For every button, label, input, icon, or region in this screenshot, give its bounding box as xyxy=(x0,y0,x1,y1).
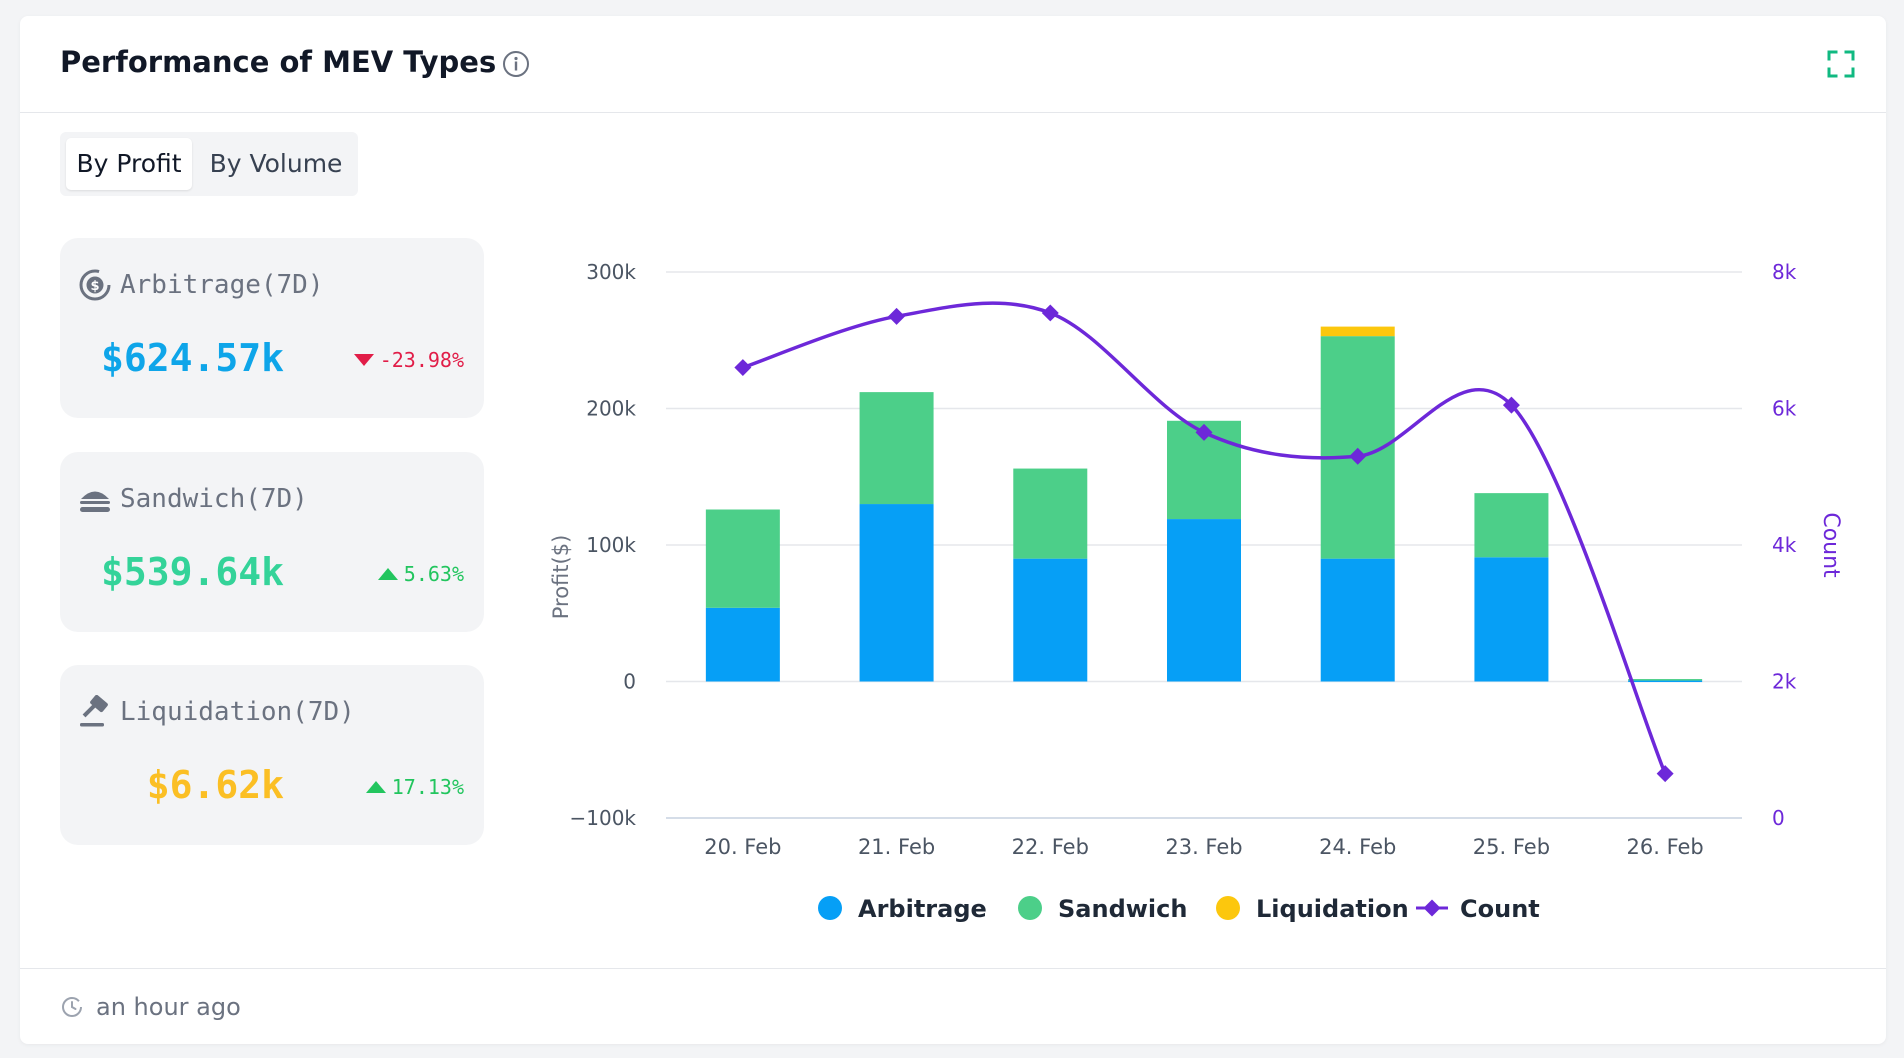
x-tick-label: 24. Feb xyxy=(1319,835,1396,859)
legend-sandwich-marker xyxy=(1018,896,1042,920)
bar-liquidation xyxy=(1320,326,1395,337)
x-tick-label: 26. Feb xyxy=(1627,835,1704,859)
legend-count-marker xyxy=(1423,899,1441,917)
stat-card-arbitrage: $ Arbitrage(7D) $624.57k -23.98% xyxy=(60,238,484,418)
stat-change: 17.13% xyxy=(365,775,464,799)
mev-performance-card: Performance of MEV Types By Profit By Vo… xyxy=(20,16,1886,1044)
bar-arbitrage xyxy=(859,504,934,682)
bar-arbitrage xyxy=(1474,557,1549,682)
gavel-icon xyxy=(80,695,108,727)
bar-arbitrage xyxy=(1167,519,1241,682)
legend-label: Sandwich xyxy=(1058,895,1187,923)
stat-label: Liquidation(7D) xyxy=(120,697,355,727)
stat-label: Sandwich(7D) xyxy=(120,484,308,514)
stat-value: $539.64k xyxy=(100,550,284,594)
x-tick-label: 20. Feb xyxy=(704,835,781,859)
up-arrow-icon xyxy=(377,567,398,580)
card-footer: an hour ago xyxy=(20,968,1886,1045)
legend-label: Count xyxy=(1460,895,1540,923)
sandwich-icon xyxy=(80,491,110,512)
bar-arbitrage xyxy=(705,607,780,682)
stat-change: 5.63% xyxy=(377,562,464,586)
stat-card-liquidation: Liquidation(7D) $6.62k 17.13% xyxy=(60,665,484,845)
y-tick-label: 200k xyxy=(586,397,636,421)
y2-tick-label: 2k xyxy=(1772,670,1797,694)
svg-text:$: $ xyxy=(90,279,99,294)
bar-sandwich xyxy=(705,509,780,608)
y2-axis-title: Count xyxy=(1818,512,1843,578)
bar-sandwich xyxy=(1013,468,1088,559)
stat-change-value: 17.13% xyxy=(391,775,464,799)
bar-sandwich xyxy=(1474,493,1549,558)
y-tick-label: 0 xyxy=(623,670,636,694)
stat-change-value: 5.63% xyxy=(403,562,464,586)
metric-toggle: By Profit By Volume xyxy=(60,132,358,196)
up-arrow-icon xyxy=(365,780,386,793)
y-tick-label: 100k xyxy=(586,533,636,557)
stat-label: Arbitrage(7D) xyxy=(120,270,324,300)
x-tick-label: 21. Feb xyxy=(858,835,935,859)
y2-tick-label: 6k xyxy=(1772,397,1797,421)
legend-arbitrage-marker xyxy=(818,896,842,920)
stat-value: $6.62k xyxy=(146,763,284,807)
stat-value: $624.57k xyxy=(100,336,284,380)
legend-liquidation-marker xyxy=(1216,896,1240,920)
bar-arbitrage xyxy=(1628,680,1703,683)
y2-tick-label: 8k xyxy=(1772,260,1797,284)
tab-by-profit[interactable]: By Profit xyxy=(66,138,192,190)
count-point xyxy=(1041,304,1059,322)
y2-tick-label: 0 xyxy=(1772,806,1785,830)
y-tick-label: 300k xyxy=(586,260,636,284)
count-line xyxy=(742,301,1667,775)
legend-label: Liquidation xyxy=(1256,895,1409,923)
down-arrow-icon xyxy=(353,353,374,366)
arbitrage-icon: $ xyxy=(79,269,111,301)
y-tick-label: −100k xyxy=(569,806,636,830)
y2-tick-label: 4k xyxy=(1772,533,1797,557)
x-tick-label: 22. Feb xyxy=(1012,835,1089,859)
card-title: Performance of MEV Types xyxy=(60,45,497,79)
expand-icon[interactable] xyxy=(1826,49,1856,79)
stat-card-sandwich: Sandwich(7D) $539.64k 5.63% xyxy=(60,452,484,632)
clock-icon xyxy=(62,997,82,1017)
y-axis-title: Profit($) xyxy=(549,535,573,620)
tab-by-volume[interactable]: By Volume xyxy=(209,149,343,178)
info-icon[interactable] xyxy=(501,49,531,79)
bar-sandwich xyxy=(859,392,934,505)
mev-chart: 300k 200k 100k 0 −100k 8k 6k 4k 2k 0 Profit($) Coun… xyxy=(549,260,1843,923)
bar-arbitrage xyxy=(1013,558,1088,682)
bar-sandwich xyxy=(1628,679,1703,681)
stat-change: -23.98% xyxy=(353,348,464,372)
legend-label: Arbitrage xyxy=(858,895,987,923)
count-point xyxy=(1349,447,1367,465)
card-header: Performance of MEV Types xyxy=(20,16,1886,113)
last-updated: an hour ago xyxy=(96,993,241,1021)
count-point xyxy=(734,359,752,377)
bar-arbitrage xyxy=(1320,558,1395,682)
stat-change-value: -23.98% xyxy=(379,348,464,372)
x-tick-label: 25. Feb xyxy=(1473,835,1550,859)
count-point xyxy=(888,307,906,325)
count-point xyxy=(1656,765,1674,783)
x-tick-label: 23. Feb xyxy=(1165,835,1242,859)
